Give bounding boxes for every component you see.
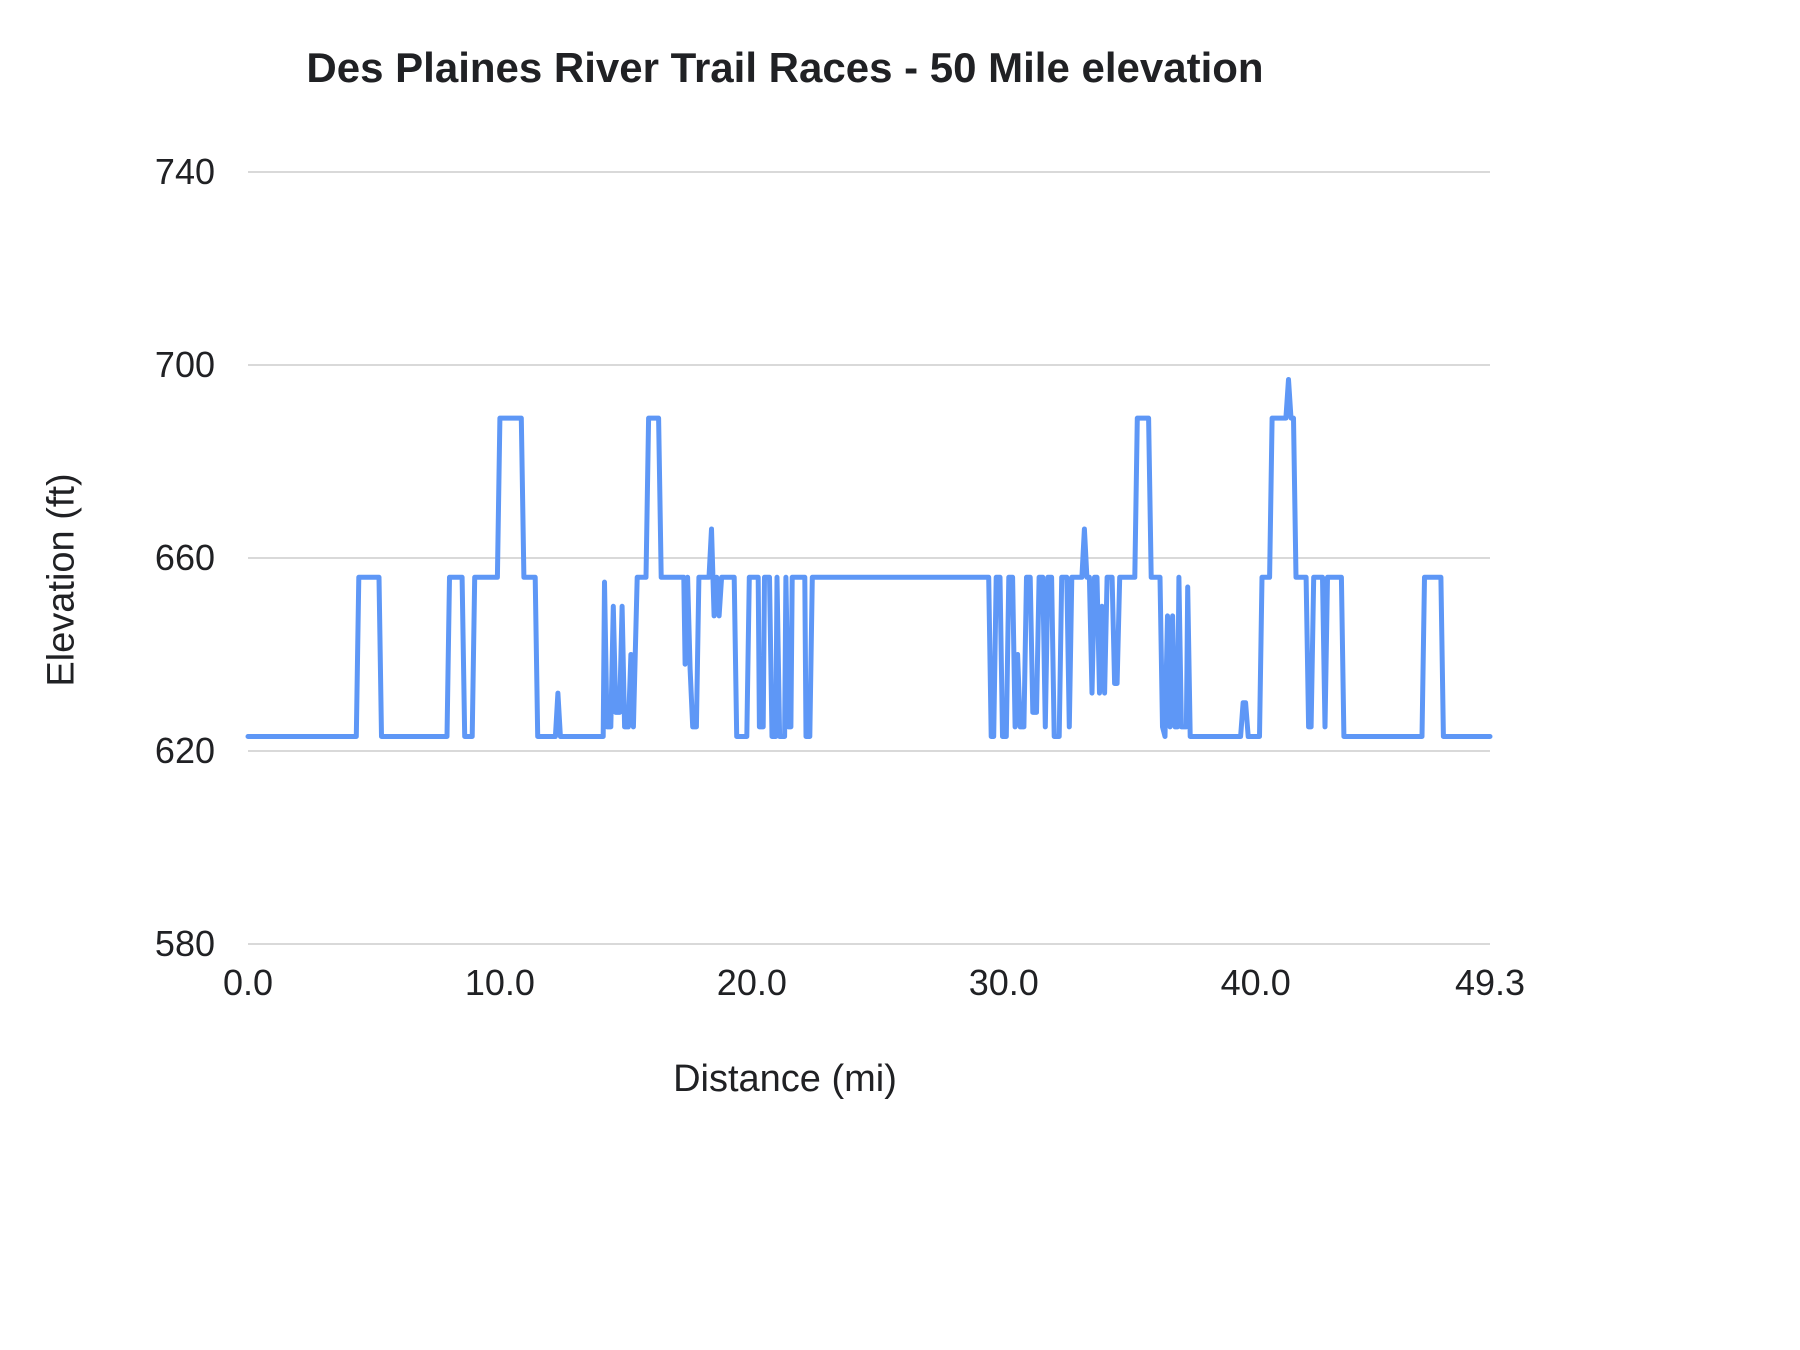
y-tick-label: 700 — [154, 344, 215, 385]
x-tick-label: 20.0 — [716, 962, 787, 1003]
x-axis-label: Distance (mi) — [673, 1058, 897, 1100]
x-tick-label: 0.0 — [222, 962, 274, 1003]
x-tick-label: 10.0 — [464, 962, 535, 1003]
chart-title: Des Plaines River Trail Races - 50 Mile … — [306, 44, 1264, 91]
x-tick-label: 30.0 — [968, 962, 1039, 1003]
y-tick-label: 620 — [154, 730, 215, 771]
y-tick-label: 660 — [154, 537, 215, 578]
y-tick-label: 580 — [154, 923, 215, 964]
x-tick-label: 40.0 — [1220, 962, 1291, 1003]
elevation-line — [245, 377, 1493, 739]
y-tick-label: 740 — [154, 151, 215, 192]
x-tick-label: 49.3 — [1454, 962, 1526, 1003]
